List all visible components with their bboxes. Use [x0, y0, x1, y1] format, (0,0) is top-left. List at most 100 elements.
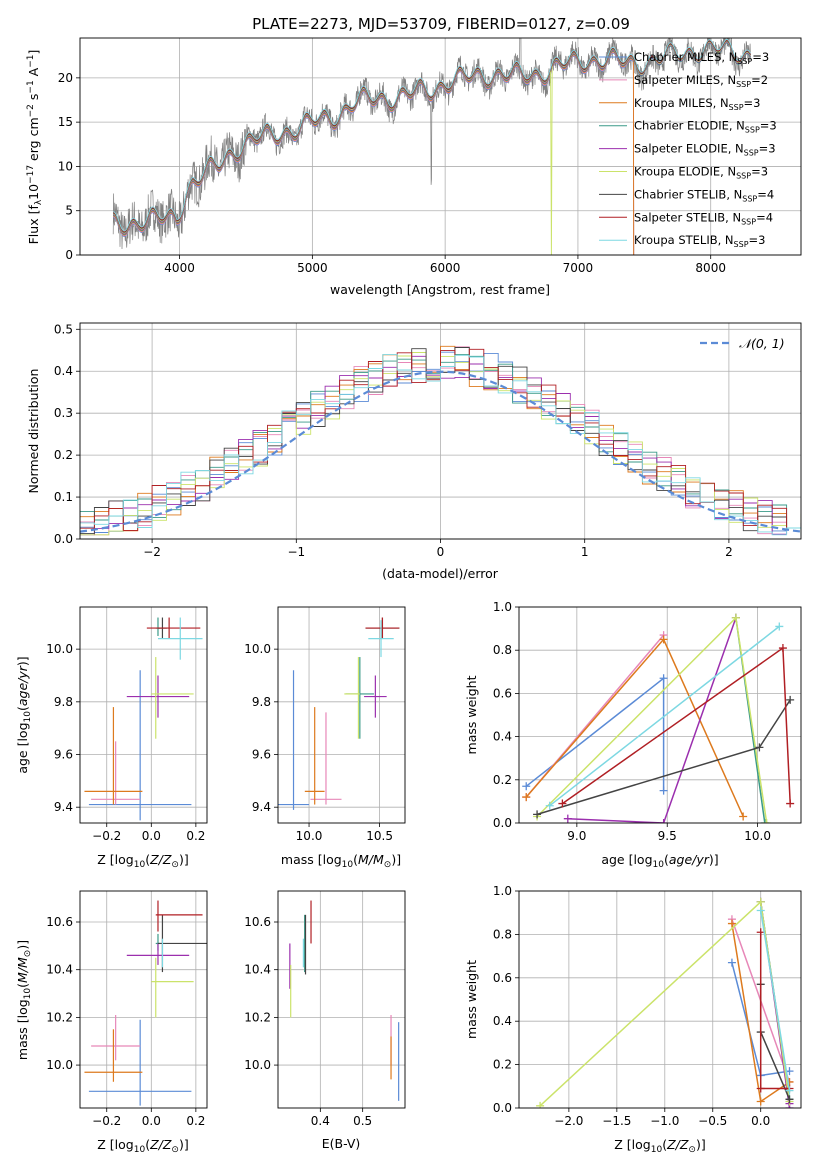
label-part: )]	[15, 940, 30, 950]
y-tick-label: 0.1	[54, 490, 73, 504]
series-line	[561, 646, 791, 805]
y-tick-label: 10.0	[46, 1058, 73, 1072]
label-subscript: ⊙	[384, 860, 392, 870]
plot-area	[84, 900, 207, 1106]
series-kroupa-elodie	[533, 613, 771, 823]
figure-title: PLATE=2273, MJD=53709, FIBERID=0127, z=0…	[252, 15, 630, 33]
spectrum-panel: 4000 5000 6000 7000 8000 0 5 10 15 20 wavelength […	[26, 37, 802, 297]
errorbar-chabrier-elodie	[345, 657, 374, 739]
x-tick-label: 0.0	[142, 829, 161, 843]
legend-value: =3	[759, 142, 776, 156]
legend-value: =3	[749, 233, 766, 247]
label-main: (	[353, 852, 358, 867]
axes-frame	[79, 322, 802, 540]
x-axis-label: (data-model)/error	[382, 566, 499, 581]
plot-area	[80, 345, 801, 536]
legend-label-kroupa-stelib: Kroupa STELIB, NSSP=3	[634, 233, 765, 249]
plot-area	[289, 900, 400, 1101]
series-point-marker	[659, 786, 668, 795]
series-point-marker	[659, 819, 668, 823]
y-tick-label: 0.0	[493, 1101, 512, 1115]
x-tick-label: 0.0	[142, 1114, 161, 1128]
series-point-marker	[659, 674, 668, 683]
label-symbol: M/M	[358, 852, 384, 867]
y-tick-label: 9.6	[252, 748, 271, 762]
x-tick-label: −2	[143, 545, 161, 559]
label-main: (	[662, 1137, 667, 1152]
x-axis-label: wavelength [Angstrom, rest frame]	[330, 282, 550, 297]
y-tick-label: 0.4	[54, 364, 73, 378]
series-point-marker	[659, 635, 668, 644]
legend-subscript: SSP	[734, 240, 749, 249]
y-tick-label: 0.0	[54, 532, 73, 546]
y-tick-label: 10.6	[46, 915, 73, 929]
series-kroupa-stelib	[545, 622, 784, 810]
series-salpeter-stelib	[558, 644, 795, 808]
axes-frame	[518, 606, 802, 824]
label-subscript: 10	[134, 1145, 146, 1155]
errorbar-kroupa-elodie	[344, 657, 360, 739]
y-axis-label: mass weight	[464, 960, 479, 1039]
y-tick-label: 15	[58, 115, 73, 129]
legend-value: =3	[744, 96, 761, 110]
weight-vs-age-panel: 9.0 9.5 10.0 0.0 0.2 0.4 0.6 0.8 1.0 mass weight a…	[464, 600, 802, 870]
legend-subscript: SSP	[745, 126, 760, 135]
model-spectrum-kroupa-miles	[113, 51, 635, 255]
label-main: )]	[179, 1137, 189, 1152]
label-subscript: 10	[134, 860, 146, 870]
x-tick-label: 0	[437, 545, 445, 559]
y-tick-label: 0.8	[493, 927, 512, 941]
y-tick-label: 9.6	[54, 748, 73, 762]
label-part: 10	[26, 184, 41, 200]
errorbar-chabrier-elodie	[155, 617, 161, 636]
label-part: Normed distribution	[26, 369, 41, 494]
errorbar-salpeter-elodie	[126, 943, 190, 965]
y-tick-label: 0.0	[493, 816, 512, 830]
axes-frame	[79, 606, 208, 824]
histogram-kroupa-elodie	[80, 352, 801, 536]
series-point-marker	[756, 928, 765, 937]
y-tick-label: 0.4	[493, 730, 512, 744]
series-salpeter-elodie	[563, 613, 740, 823]
x-tick-label: 1	[581, 545, 589, 559]
errorbar-chabrier-stelib	[157, 914, 207, 973]
label-symbol: age/yr	[669, 852, 710, 867]
label-main: )]	[709, 852, 719, 867]
y-tick-label: 10.2	[244, 1010, 271, 1024]
label-part: )]	[15, 656, 30, 666]
series-point-marker	[522, 782, 531, 791]
y-axis-label: Normed distribution	[26, 369, 41, 494]
series-point-marker	[536, 1101, 545, 1108]
label-part: erg cm	[26, 117, 41, 165]
y-tick-label: 0.8	[493, 643, 512, 657]
series-point-marker	[755, 743, 764, 752]
series-chabrier-miles	[522, 674, 668, 795]
legend-label-kroupa-miles: Kroupa MILES, NSSP=3	[634, 96, 760, 112]
label-part: 10	[23, 988, 33, 1000]
plot-area	[536, 897, 794, 1108]
y-tick-label: 20	[58, 71, 73, 85]
x-axis-label: Z [log10(Z/Z⊙)]	[97, 852, 188, 870]
label-part: M/M	[15, 957, 30, 983]
model-spectrum-chabrier-miles	[113, 52, 635, 255]
x-axis-label: Z [log10(Z/Z⊙)]	[97, 1137, 188, 1155]
x-tick-label: 7000	[563, 261, 594, 275]
series-point-marker	[756, 1084, 765, 1093]
errorbar-kroupa-elodie	[151, 657, 194, 739]
label-part: A	[26, 67, 41, 80]
x-tick-label: 0.0	[751, 1114, 770, 1128]
y-tick-label: 10.6	[244, 915, 271, 929]
series-point-marker	[739, 812, 748, 821]
series-point-marker	[756, 1097, 765, 1106]
y-tick-label: 0.5	[54, 322, 73, 336]
errorbar-salpeter-elodie	[364, 675, 387, 718]
series-kroupa-stelib	[756, 906, 794, 1095]
series-point-marker	[756, 906, 765, 915]
x-tick-label: 4000	[164, 261, 195, 275]
plot-area	[84, 617, 203, 821]
x-tick-label: 9.0	[567, 829, 586, 843]
series-point-marker	[775, 622, 784, 631]
label-part: −1	[26, 55, 36, 68]
label-main: )]	[696, 1137, 706, 1152]
x-tick-label: 0.2	[186, 1114, 205, 1128]
